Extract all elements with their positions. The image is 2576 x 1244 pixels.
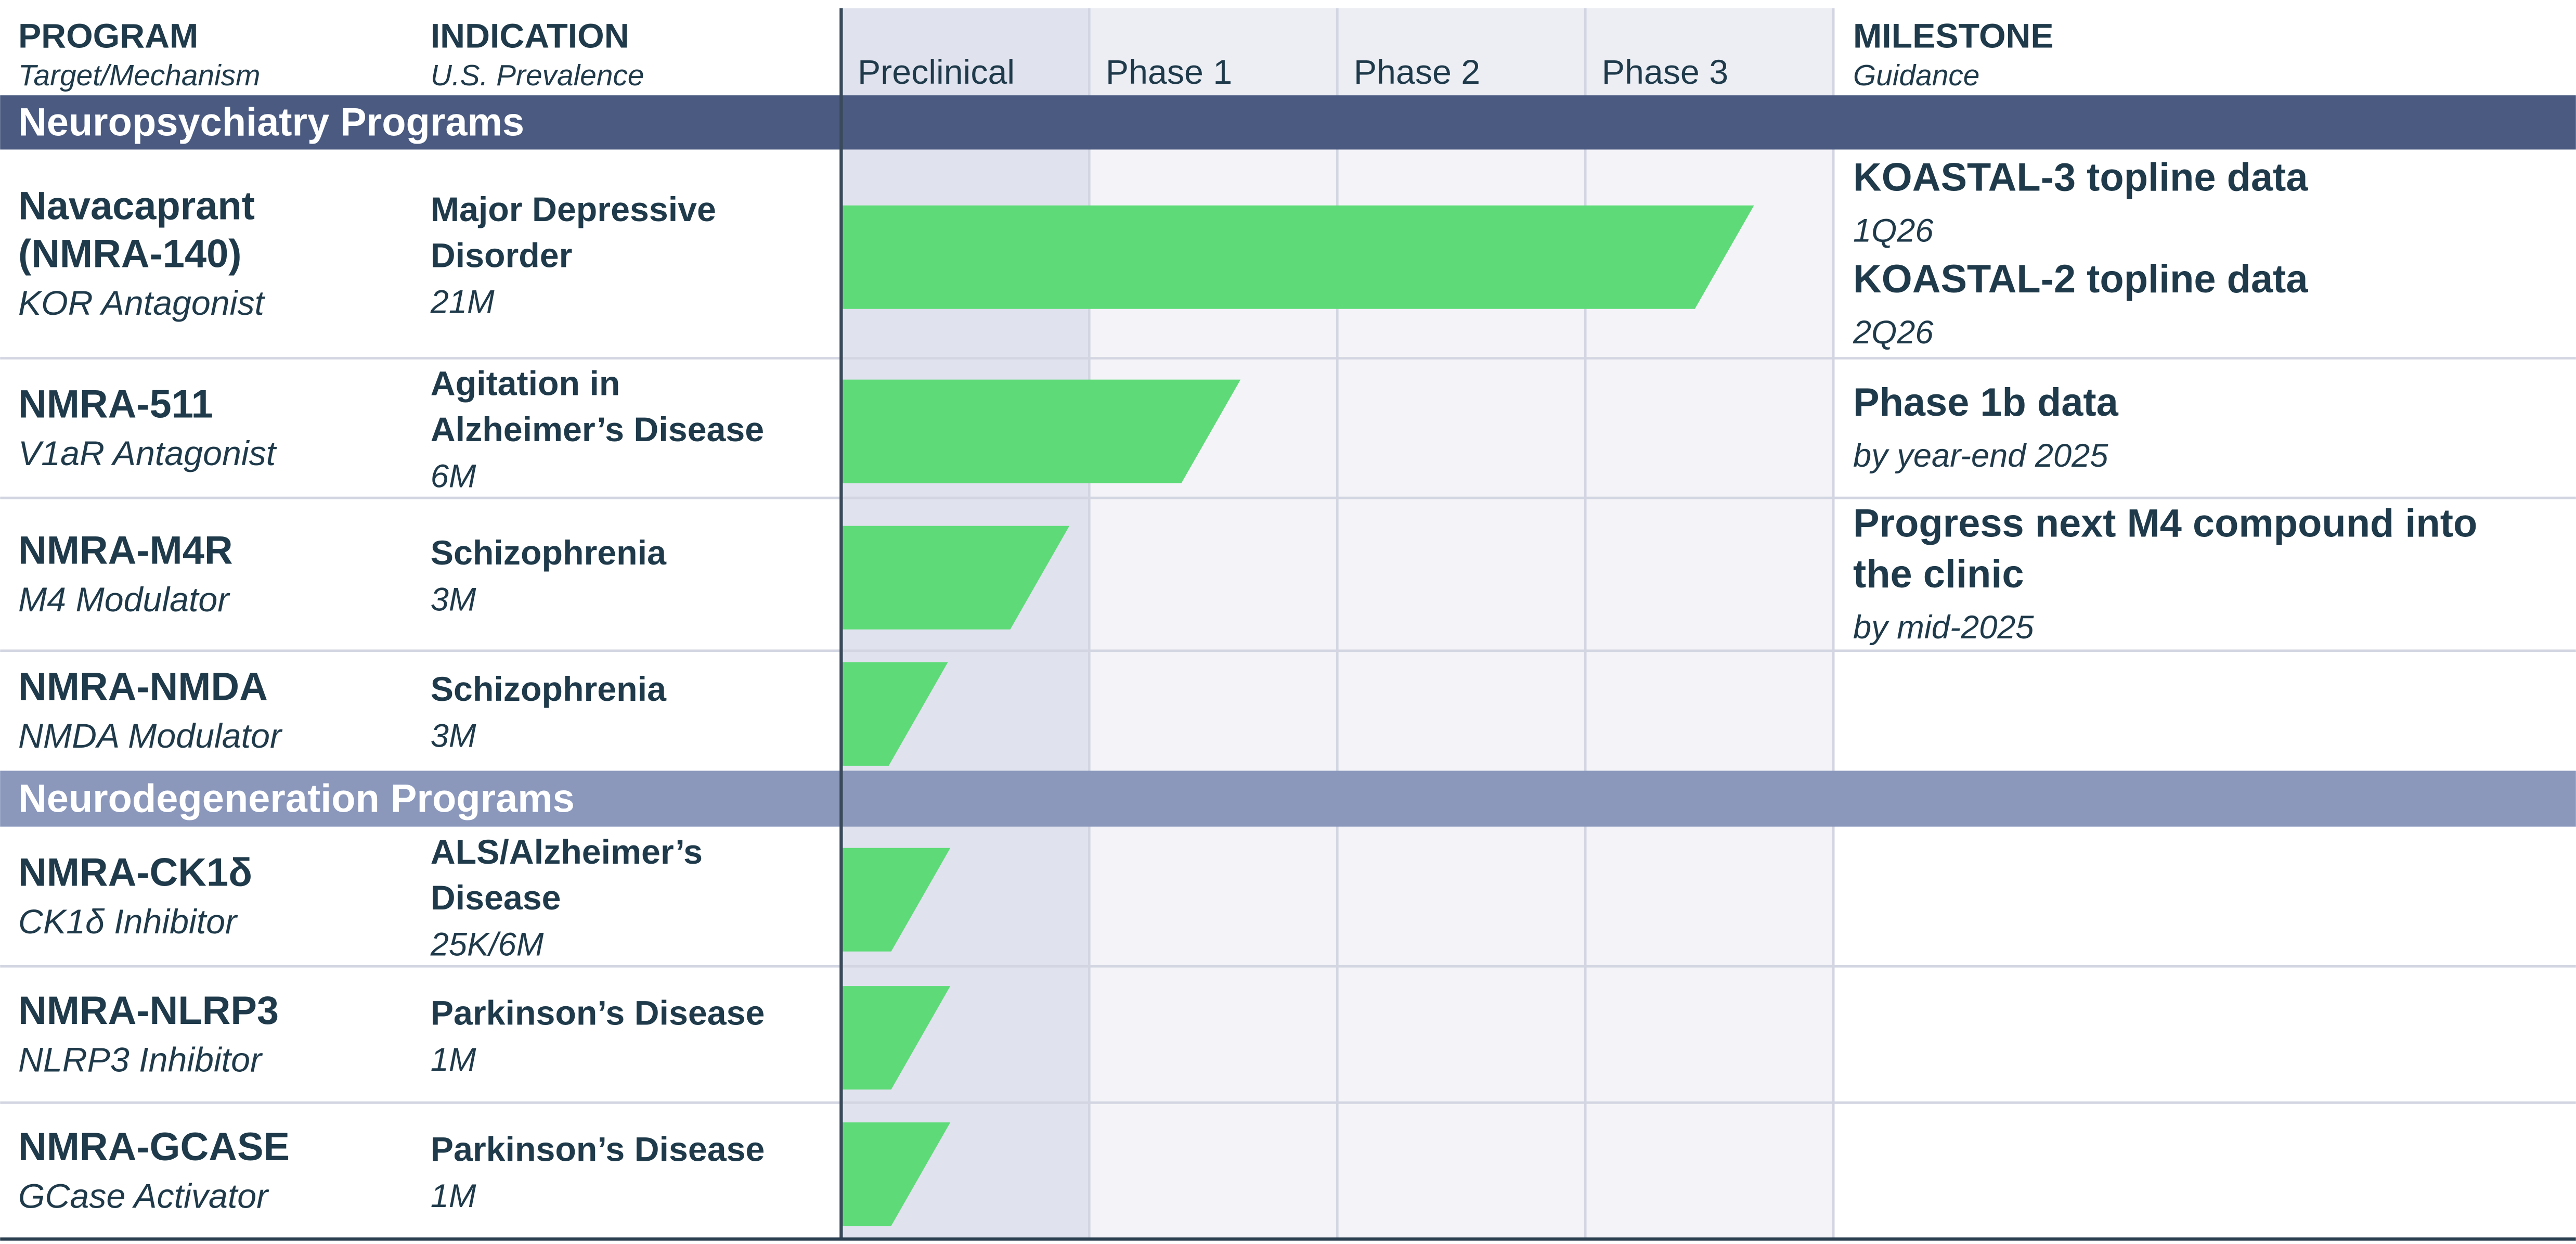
mechanism: NMDA Modulator <box>18 717 283 755</box>
progress-bar <box>841 848 951 952</box>
program-name: Navacaprant <box>18 184 255 228</box>
section-title: Neuropsychiatry Programs <box>18 100 524 145</box>
indication: Disorder <box>431 236 573 275</box>
indication: ALS/Alzheimer’s <box>431 833 703 871</box>
section-band <box>0 771 2576 827</box>
program-name: NMRA-NMDA <box>18 665 268 709</box>
mechanism: KOR Antagonist <box>18 284 266 323</box>
header-milestone: MILESTONE <box>1853 17 2054 56</box>
indication: Schizophrenia <box>431 534 667 572</box>
milestone-guidance: 2Q26 <box>1853 314 1934 351</box>
header-program: PROGRAM <box>18 17 198 56</box>
milestone-title: KOASTAL-3 topline data <box>1853 155 2308 199</box>
phase-label: Preclinical <box>858 53 1015 92</box>
milestone-guidance: 1Q26 <box>1853 212 1934 249</box>
header-indication-sub: U.S. Prevalence <box>431 59 644 92</box>
prevalence: 1M <box>431 1042 476 1078</box>
milestone-title: Progress next M4 compound into <box>1853 501 2477 545</box>
mechanism: NLRP3 Inhibitor <box>18 1041 263 1079</box>
progress-bar <box>841 662 948 766</box>
prevalence: 21M <box>430 284 495 320</box>
header-program-sub: Target/Mechanism <box>18 59 261 92</box>
indication: Schizophrenia <box>431 670 667 709</box>
indication: Parkinson’s Disease <box>431 1130 765 1169</box>
mechanism: GCase Activator <box>18 1177 269 1216</box>
phase-label: Phase 1 <box>1106 53 1232 92</box>
progress-bar <box>841 525 1070 630</box>
milestone-title: KOASTAL-2 topline data <box>1853 257 2308 301</box>
milestone-title: Phase 1b data <box>1853 380 2119 425</box>
progress-bar <box>841 205 1754 309</box>
milestone-guidance: by mid-2025 <box>1853 609 2034 646</box>
mechanism: CK1δ Inhibitor <box>18 903 238 941</box>
prevalence: 6M <box>431 458 476 495</box>
mechanism: V1aR Antagonist <box>18 434 277 473</box>
phase-column-bg <box>1089 8 1834 1239</box>
program-name: NMRA-GCASE <box>18 1125 290 1169</box>
program-name: (NMRA-140) <box>18 232 242 276</box>
indication: Disease <box>431 879 561 917</box>
mechanism: M4 Modulator <box>18 581 230 619</box>
progress-bar <box>841 986 951 1090</box>
milestone-guidance: by year-end 2025 <box>1853 438 2108 474</box>
progress-bar <box>841 379 1241 483</box>
section-title: Neurodegeneration Programs <box>18 776 575 820</box>
program-name: NMRA-NLRP3 <box>18 989 279 1033</box>
prevalence: 25K/6M <box>430 927 544 963</box>
program-name: NMRA-M4R <box>18 528 233 572</box>
milestone-title: the clinic <box>1853 552 2024 596</box>
prevalence: 1M <box>431 1178 476 1214</box>
phase-label: Phase 2 <box>1354 53 1480 92</box>
program-name: NMRA-CK1δ <box>18 850 252 894</box>
progress-bar <box>841 1122 951 1226</box>
indication: Alzheimer’s Disease <box>431 411 764 449</box>
prevalence: 3M <box>431 718 476 754</box>
section-band <box>0 95 2576 150</box>
indication: Agitation in <box>431 365 620 403</box>
header-indication: INDICATION <box>431 17 629 56</box>
phase-label: Phase 3 <box>1602 53 1728 92</box>
program-name: NMRA-511 <box>18 382 213 426</box>
phase-header-bg <box>1089 8 1834 96</box>
indication: Major Depressive <box>431 190 716 229</box>
prevalence: 3M <box>431 581 476 618</box>
header-milestone-sub: Guidance <box>1853 59 1979 92</box>
indication: Parkinson’s Disease <box>431 994 765 1032</box>
